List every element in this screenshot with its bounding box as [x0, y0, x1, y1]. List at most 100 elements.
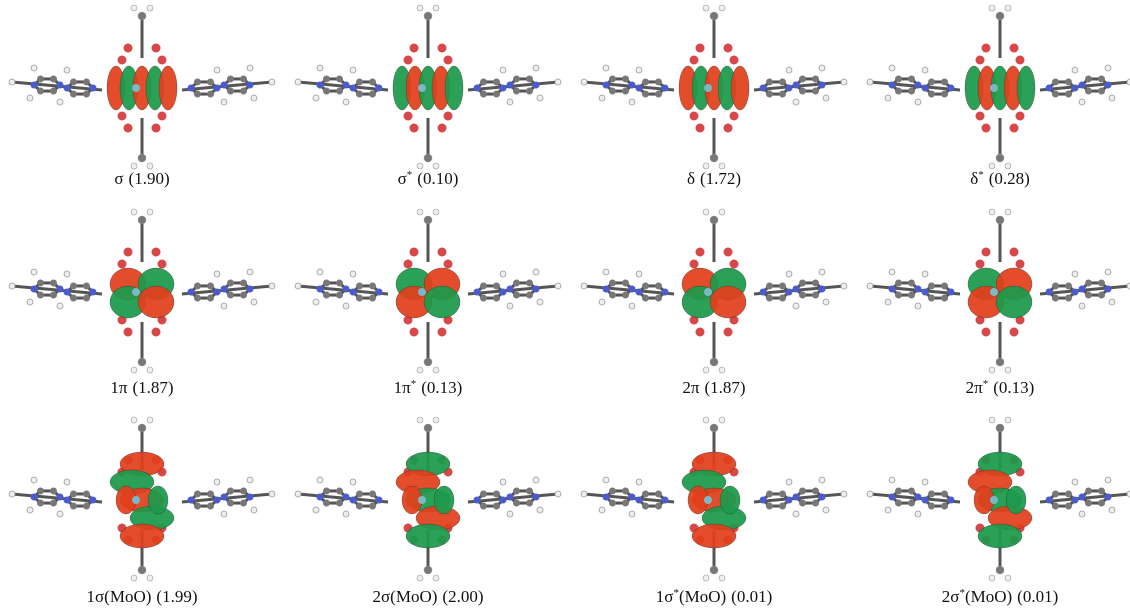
- hydrogen: [603, 477, 609, 483]
- hydrogen: [555, 79, 561, 85]
- occupation: (0.13): [421, 378, 462, 397]
- hydrogen: [885, 95, 891, 101]
- atom: [908, 75, 915, 82]
- molybdenum: [418, 84, 426, 92]
- atom: [90, 497, 97, 504]
- atom: [37, 75, 44, 82]
- atom: [915, 286, 922, 293]
- atom: [636, 497, 643, 504]
- orbital-superscript: *: [411, 378, 417, 390]
- hydrogen: [1005, 5, 1011, 11]
- atom: [819, 286, 826, 293]
- orbital-caption: σ*(0.10): [398, 169, 459, 188]
- oxygen: [696, 44, 705, 53]
- atom: [57, 286, 64, 293]
- occupation: (1.87): [133, 378, 174, 397]
- carbon: [710, 154, 718, 162]
- hydrogen: [27, 507, 33, 513]
- atom: [1046, 289, 1053, 296]
- atom: [812, 292, 819, 299]
- atom: [480, 295, 487, 302]
- carbon: [138, 424, 146, 432]
- atom: [799, 500, 806, 507]
- oxygen: [444, 56, 453, 65]
- orbital-panel: δ*(0.28): [867, 5, 1130, 188]
- atom: [622, 75, 629, 82]
- atom: [356, 282, 363, 289]
- atom: [376, 497, 383, 504]
- atom: [70, 91, 77, 98]
- atom: [1085, 279, 1092, 286]
- atom: [908, 88, 915, 95]
- oxygen: [404, 56, 413, 65]
- oxygen: [438, 248, 447, 257]
- atom: [760, 497, 767, 504]
- hydrogen: [433, 209, 439, 215]
- carbon: [138, 154, 146, 162]
- hydrogen: [417, 575, 423, 581]
- orbital-lobe: [1006, 486, 1026, 514]
- oxygen: [982, 248, 991, 257]
- atom: [240, 279, 247, 286]
- atom: [895, 279, 902, 286]
- atom: [376, 85, 383, 92]
- atom: [1079, 82, 1086, 89]
- atom: [799, 88, 806, 95]
- oxygen: [410, 124, 419, 133]
- oxygen: [118, 260, 127, 269]
- atom: [636, 289, 643, 296]
- hydrogen: [599, 299, 605, 305]
- hydrogen: [57, 511, 63, 517]
- atom: [812, 500, 819, 507]
- atom: [895, 500, 902, 507]
- hydrogen: [915, 511, 921, 517]
- atom: [609, 292, 616, 299]
- oxygen: [1010, 248, 1019, 257]
- atom: [500, 85, 507, 92]
- occupation: (0.13): [993, 378, 1034, 397]
- atom: [636, 85, 643, 92]
- atom: [779, 490, 786, 497]
- atom: [1079, 494, 1086, 501]
- atom: [1046, 85, 1053, 92]
- orbital-lobe: [978, 524, 1022, 548]
- atom: [915, 494, 922, 501]
- oxygen: [982, 124, 991, 133]
- atom: [507, 286, 514, 293]
- oxygen: [124, 124, 133, 133]
- atom: [603, 286, 610, 293]
- atom: [1072, 497, 1079, 504]
- orbital-caption: δ*(0.28): [970, 169, 1030, 188]
- occupation: (2.00): [442, 587, 483, 606]
- carbon: [424, 216, 432, 224]
- hydrogen: [841, 79, 847, 85]
- molybdenum: [990, 496, 998, 504]
- atom: [70, 78, 77, 85]
- atom: [207, 503, 214, 510]
- orbital-label: 2σ: [942, 587, 960, 606]
- orbital-lobe: [148, 486, 168, 514]
- molybdenum: [132, 288, 140, 296]
- oxygen: [438, 124, 447, 133]
- atom: [766, 503, 773, 510]
- atom: [37, 88, 44, 95]
- atom: [1098, 88, 1105, 95]
- molybdenum: [132, 496, 140, 504]
- atom: [369, 78, 376, 85]
- hydrogen: [417, 209, 423, 215]
- atom: [609, 75, 616, 82]
- atom: [642, 78, 649, 85]
- hydrogen: [295, 283, 301, 289]
- orbital-lobe: [406, 524, 450, 548]
- orbital-panel: 2π(1.87): [581, 209, 847, 397]
- hydrogen: [1105, 65, 1111, 71]
- oxygen: [730, 260, 739, 269]
- atom: [622, 88, 629, 95]
- atom: [655, 282, 662, 289]
- oxygen: [410, 328, 419, 337]
- atom: [336, 292, 343, 299]
- atom: [533, 494, 540, 501]
- orbital-label-suffix: (MoO): [965, 587, 1012, 606]
- orbital-lobe: [1017, 66, 1035, 110]
- orbital-label: σ: [398, 169, 407, 188]
